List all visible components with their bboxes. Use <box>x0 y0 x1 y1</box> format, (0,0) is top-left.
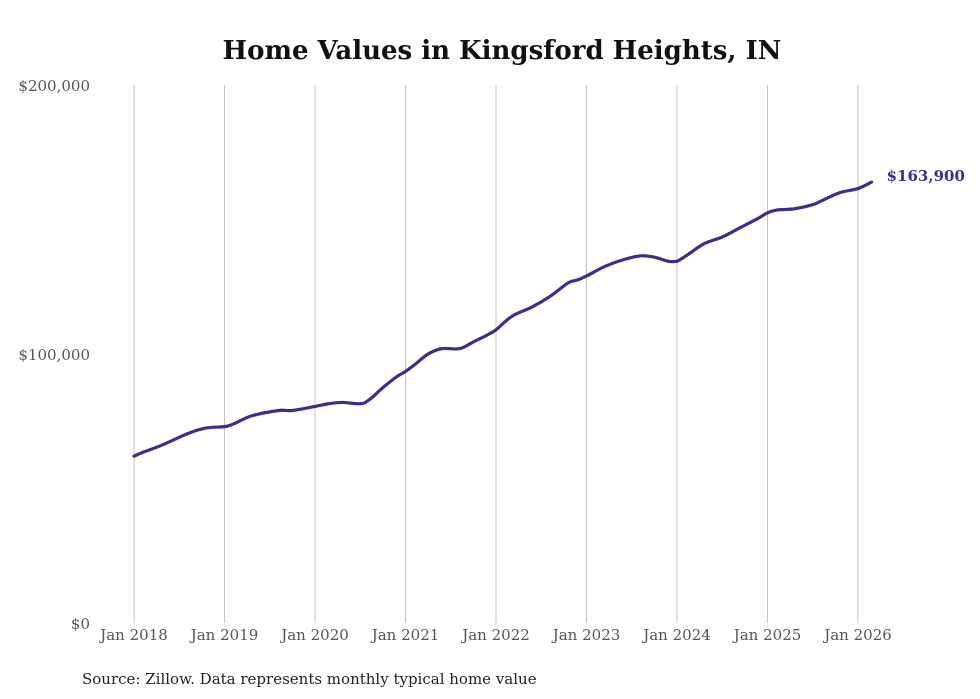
end-value-label: $163,900 <box>887 167 965 185</box>
x-tick-label: Jan 2026 <box>822 626 892 644</box>
source-note: Source: Zillow. Data represents monthly … <box>82 670 537 688</box>
vertical-gridlines <box>133 85 859 623</box>
x-tick-label: Jan 2019 <box>189 626 259 644</box>
x-tick-label: Jan 2021 <box>370 626 440 644</box>
y-tick-label: $100,000 <box>18 346 90 364</box>
x-tick-label: Jan 2020 <box>279 626 349 644</box>
series-line-typical-home-value <box>132 180 874 458</box>
chart-title: Home Values in Kingsford Heights, IN <box>223 36 782 66</box>
x-tick-label: Jan 2025 <box>732 626 802 644</box>
x-tick-label: Jan 2024 <box>641 626 711 644</box>
x-tick-label: Jan 2022 <box>460 626 530 644</box>
y-tick-label: $0 <box>71 615 90 633</box>
y-axis-tick-labels: $0 $100,000 $200,000 <box>18 77 90 633</box>
line-series <box>132 180 874 458</box>
x-axis-tick-labels: Jan 2018 Jan 2019 Jan 2020 Jan 2021 Jan 2022… <box>98 626 892 644</box>
y-tick-label: $200,000 <box>18 77 90 95</box>
x-tick-label: Jan 2018 <box>98 626 168 644</box>
x-tick-label: Jan 2023 <box>551 626 621 644</box>
